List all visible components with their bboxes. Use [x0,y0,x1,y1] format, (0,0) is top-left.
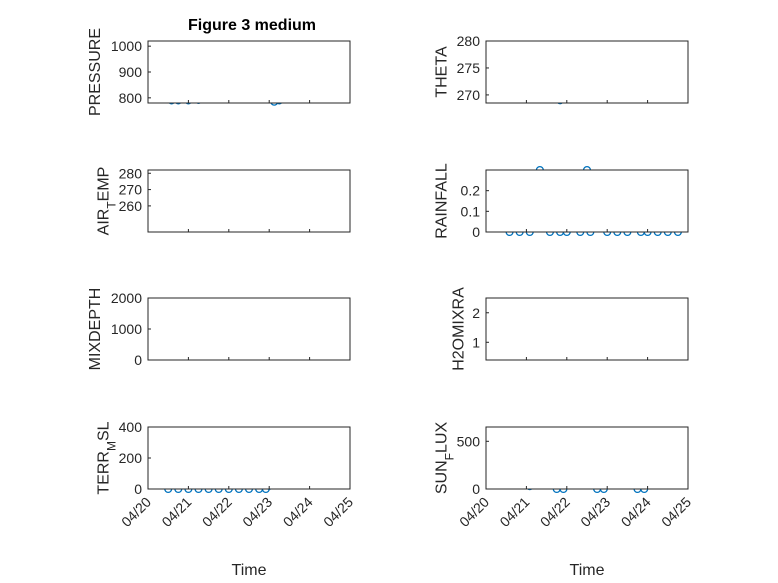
axes-frame [485,297,689,361]
y-tick-label: 0 [134,481,142,497]
y-tick-label: 900 [119,64,143,80]
axes-frame [485,169,689,233]
axes-frame [485,426,689,490]
x-tick-label: 04/25 [320,494,356,530]
figure-title: Figure 3 medium [188,17,316,34]
axes-frame [147,426,351,490]
y-tick-label: 270 [457,87,481,103]
y-tick-label: 280 [119,165,143,181]
y-tick-label: 0 [134,352,142,368]
chart-rainfall: 0 0.1 0.2 RAINFALL [434,163,689,240]
y-tick-label: 275 [457,60,481,76]
x-tick-label: 04/25 [658,494,694,530]
chart-pressure: 800 900 1000 PRESSURE [87,28,351,116]
axes-frame [485,40,689,104]
y-tick-label: 400 [119,419,143,435]
chart-theta: 270 275 280 THETA [434,33,689,105]
x-tick-label: 04/20 [118,494,154,530]
y-tick-label: 0.1 [461,203,481,219]
y-axis-label: SUNFLUX [434,422,457,495]
y-tick-label: 0 [472,481,480,497]
y-tick-label: 800 [119,90,143,106]
y-tick-label: 500 [457,433,481,449]
y-axis-label: TERRMSL [96,421,119,494]
y-tick-label: 280 [457,33,481,49]
x-tick-label: 04/22 [199,494,235,530]
y-axis-label: H2OMIXRA [451,287,468,371]
y-tick-label: 0.2 [461,183,481,199]
axes-frame [147,297,351,361]
y-axis-label: THETA [434,46,451,98]
y-tick-label: 1000 [111,321,142,337]
y-axis-label: PRESSURE [87,28,104,116]
y-axis-label: RAINFALL [434,163,451,239]
y-axis-label: AIRTEMP [96,167,119,236]
chart-terr_msl: 0 200 400 04/20 04/21 04/22 04/23 04/24 04/25 Tim… [96,419,357,579]
x-tick-label: 04/22 [537,494,573,530]
y-tick-label: 0 [472,224,480,240]
y-tick-label: 2000 [111,290,142,306]
chart-mixdepth: 0 1000 2000 MIXDEPTH [87,288,351,371]
y-tick-label: 200 [119,450,143,466]
x-tick-label: 04/23 [577,494,613,530]
y-tick-label: 1 [472,334,480,350]
x-tick-label: 04/21 [158,494,194,530]
x-axis-label: Time [232,562,267,579]
x-tick-label: 04/24 [618,494,654,530]
x-tick-label: 04/21 [496,494,532,530]
x-axis-label: Time [570,562,605,579]
x-tick-label: 04/23 [239,494,275,530]
axes-frame [147,40,351,104]
y-tick-label: 270 [119,182,143,198]
y-tick-label: 260 [119,198,143,214]
y-tick-label: 1000 [111,38,142,54]
axes-frame [147,169,351,233]
x-tick-label: 04/20 [456,494,492,530]
y-tick-label: 2 [472,305,480,321]
chart-sun_flux: 0 500 04/20 04/21 04/22 04/23 04/24 04/25 Time SU… [434,422,695,579]
y-axis-label: MIXDEPTH [87,288,104,371]
x-tick-label: 04/24 [280,494,316,530]
